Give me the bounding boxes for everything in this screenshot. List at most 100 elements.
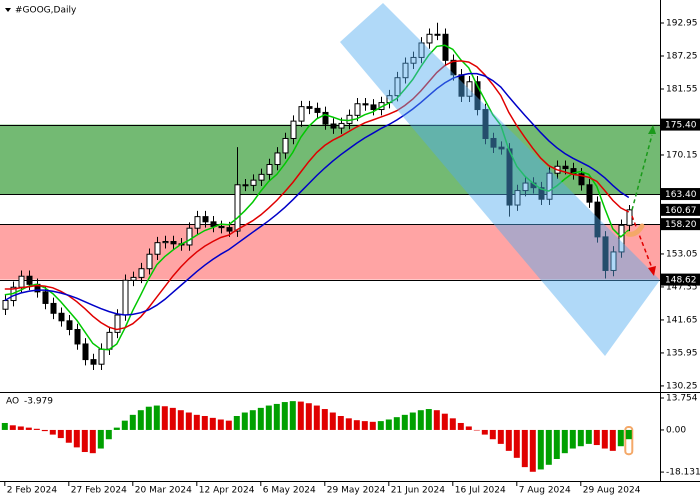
- ao-bar: [89, 429, 96, 454]
- candle-body: [106, 331, 113, 350]
- ao-bar: [65, 429, 72, 443]
- candle-body: [322, 111, 329, 125]
- candle-body: [306, 106, 313, 109]
- ao-bar: [369, 421, 376, 430]
- y-tick-label: 135.95: [666, 348, 698, 358]
- y-tick-label: 130.25: [666, 381, 698, 391]
- ao-bar: [1, 422, 8, 430]
- candle-body: [66, 320, 73, 330]
- x-tick-label: 2 Feb 2024: [7, 486, 58, 496]
- ao-bar: [33, 428, 40, 430]
- candle-body: [562, 165, 569, 170]
- ao-y-tick-label: 0.00: [666, 425, 686, 435]
- ao-bar: [393, 417, 400, 430]
- candle-body: [362, 103, 369, 106]
- ao-bar: [433, 410, 440, 430]
- candle-body: [418, 42, 425, 58]
- y-tick-label: 187.25: [666, 51, 698, 61]
- current-price-label: 160.67: [665, 206, 697, 216]
- candle-body: [266, 164, 273, 175]
- ao-bar: [617, 429, 624, 447]
- moving-average: [4, 60, 630, 331]
- candle-body: [74, 328, 81, 345]
- x-tick-label: 12 Apr 2024: [199, 486, 255, 496]
- candle-body: [514, 190, 521, 206]
- candle-body: [114, 314, 121, 333]
- y-tick-label: 147.35: [666, 282, 698, 292]
- level-label-box: [661, 188, 700, 201]
- ao-bar: [441, 413, 448, 430]
- candle-body: [602, 236, 609, 271]
- ao-panel: [1, 401, 632, 472]
- candle-body: [170, 241, 177, 245]
- candle-body: [130, 276, 137, 281]
- candle-body: [186, 227, 193, 246]
- ao-bar: [537, 429, 544, 470]
- ao-bar: [409, 412, 416, 430]
- ao-bar: [417, 410, 424, 430]
- ao-bar: [585, 429, 592, 444]
- x-tick-label: 20 Mar 2024: [135, 486, 192, 496]
- candle-body: [594, 201, 601, 238]
- candle-body: [586, 184, 593, 203]
- level-label: 148.62: [665, 276, 697, 286]
- candle-body: [330, 123, 337, 129]
- ao-bar: [81, 429, 88, 453]
- level-label-box: [661, 273, 700, 286]
- ao-bar: [9, 425, 16, 430]
- indicator-value: -3.979: [24, 397, 53, 407]
- down-arrow-head: [648, 266, 656, 276]
- ao-bar: [281, 402, 288, 430]
- ao-bar: [113, 427, 120, 430]
- ao-bar: [153, 405, 160, 430]
- ao-bar: [97, 429, 104, 449]
- candle-body: [138, 268, 145, 278]
- ao-bar: [385, 419, 392, 430]
- ao-bar: [297, 401, 304, 430]
- ao-bar: [41, 429, 48, 432]
- ao-bar: [217, 419, 224, 430]
- candle-body: [154, 242, 161, 255]
- ao-bar: [497, 429, 504, 444]
- candle-body: [162, 241, 169, 244]
- candle-body: [314, 107, 321, 113]
- candle-body: [146, 253, 153, 270]
- ao-bar: [545, 429, 552, 465]
- candle-body: [474, 81, 481, 111]
- ao-bar: [25, 427, 32, 430]
- candle-body: [82, 343, 89, 361]
- ao-bar: [345, 418, 352, 430]
- menu-triangle[interactable]: [5, 8, 11, 12]
- candle-body: [506, 148, 513, 206]
- highlight-mark: [625, 223, 645, 237]
- candle-body: [42, 291, 49, 304]
- y-tick-label: 170.15: [666, 150, 698, 160]
- ao-bar: [129, 414, 136, 430]
- ao-bar: [569, 429, 576, 449]
- ao-bar: [321, 409, 328, 430]
- y-tick-label: 141.65: [666, 315, 698, 325]
- indicator-name: AO: [6, 397, 19, 407]
- ao-bar: [225, 420, 232, 430]
- candle-body: [538, 187, 545, 200]
- ao-bar: [161, 406, 168, 430]
- ao-bar: [489, 429, 496, 440]
- candle-body: [98, 348, 105, 365]
- candle-body: [402, 62, 409, 79]
- candle-body: [26, 275, 33, 285]
- ao-bar: [105, 429, 112, 440]
- level-label: 163.40: [665, 190, 697, 200]
- ao-bar: [449, 418, 456, 430]
- candle-body: [578, 173, 585, 186]
- candle-body: [610, 251, 617, 271]
- annotations: [340, 3, 660, 456]
- ao-y-tick-label: -18.131: [666, 468, 700, 478]
- price-zone: [0, 224, 660, 280]
- ao-bar: [505, 429, 512, 451]
- x-tick-label: 27 Feb 2024: [71, 486, 127, 496]
- x-tick-label: 29 May 2024: [327, 486, 386, 496]
- ao-bar: [49, 429, 56, 435]
- trend-channel: [340, 3, 660, 356]
- x-tick-label: 29 Aug 2024: [583, 486, 641, 496]
